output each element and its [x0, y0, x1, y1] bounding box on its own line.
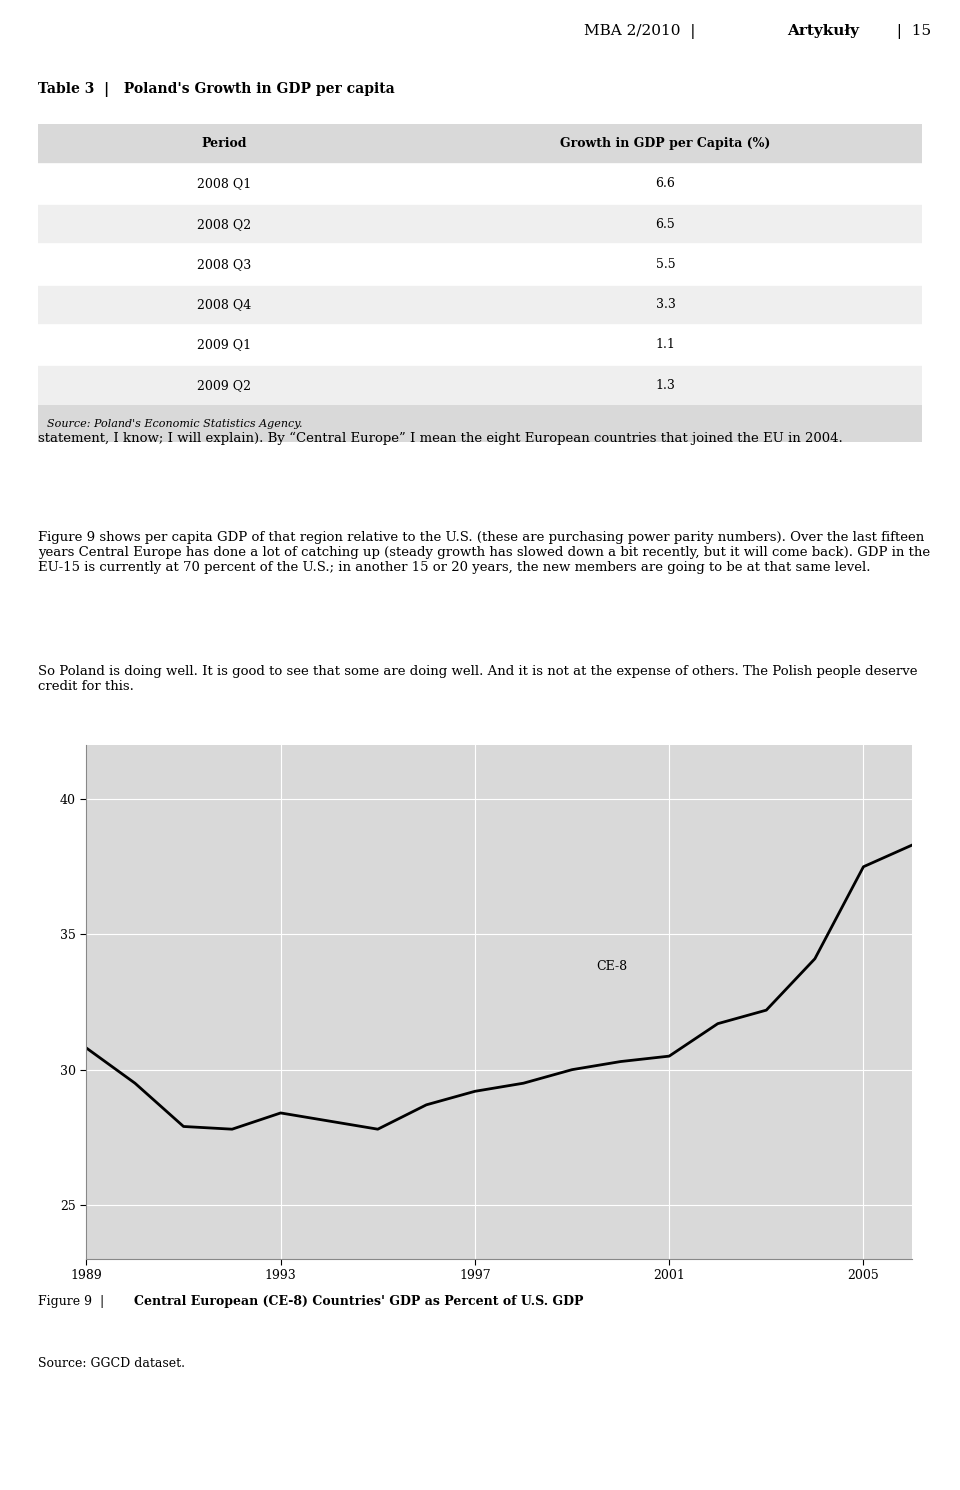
Text: Table 3  |   Poland's Growth in GDP per capita: Table 3 | Poland's Growth in GDP per cap… [38, 82, 396, 97]
Text: Period: Period [202, 137, 247, 150]
Text: 2008 Q1: 2008 Q1 [197, 177, 251, 191]
Text: Central European (CE-8) Countries' GDP as Percent of U.S. GDP: Central European (CE-8) Countries' GDP a… [133, 1295, 584, 1308]
Text: 6.6: 6.6 [656, 177, 676, 191]
Text: 2008 Q3: 2008 Q3 [197, 258, 251, 271]
Text: 2008 Q4: 2008 Q4 [197, 298, 251, 311]
Text: 1.1: 1.1 [656, 338, 676, 352]
Text: 2009 Q1: 2009 Q1 [197, 338, 251, 352]
Text: Figure 9 shows per capita GDP of that region relative to the U.S. (these are pur: Figure 9 shows per capita GDP of that re… [38, 530, 930, 574]
Text: Growth in GDP per Capita (%): Growth in GDP per Capita (%) [561, 137, 771, 150]
Text: Artykuły: Artykuły [787, 24, 859, 39]
Bar [38, 325, 922, 365]
Text: 5.5: 5.5 [656, 258, 675, 271]
Text: So Poland is doing well. It is good to see that some are doing well. And it is n: So Poland is doing well. It is good to s… [38, 665, 918, 693]
Bar [38, 244, 922, 285]
Text: 2008 Q2: 2008 Q2 [197, 218, 251, 231]
Text: Source: GGCD dataset.: Source: GGCD dataset. [38, 1357, 185, 1371]
Bar [38, 365, 922, 405]
Text: MBA 2/2010  |: MBA 2/2010 | [585, 24, 706, 39]
Bar [38, 405, 922, 441]
Bar [38, 124, 922, 164]
Text: Source: Poland's Economic Statistics Agency.: Source: Poland's Economic Statistics Age… [47, 419, 302, 429]
Text: CE-8: CE-8 [596, 961, 628, 973]
Text: 3.3: 3.3 [656, 298, 676, 311]
Text: statement, I know; I will explain). By “Central Europe” I mean the eight Europea: statement, I know; I will explain). By “… [38, 432, 843, 446]
Bar [38, 164, 922, 204]
Text: 2009 Q2: 2009 Q2 [197, 378, 251, 392]
Bar [38, 285, 922, 325]
Text: |  15: | 15 [887, 24, 931, 39]
Text: 6.5: 6.5 [656, 218, 675, 231]
Text: Figure 9  |: Figure 9 | [38, 1295, 112, 1308]
Bar [38, 204, 922, 244]
Text: 1.3: 1.3 [656, 378, 676, 392]
